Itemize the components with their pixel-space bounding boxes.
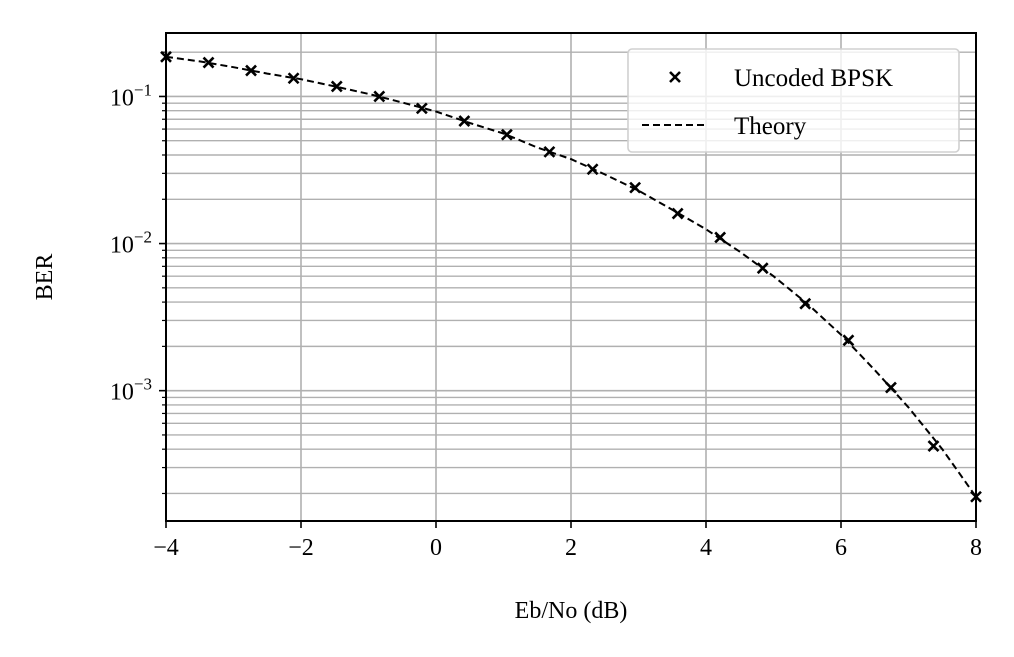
data-point	[586, 163, 599, 176]
theory-line	[165, 55, 977, 498]
data-point	[927, 440, 940, 452]
x-marker-stroke	[330, 80, 343, 93]
x-marker-stroke	[202, 56, 215, 69]
x-tick-label: −2	[288, 535, 314, 561]
x-tick-label: 0	[430, 535, 442, 561]
legend-marker-uncoded	[669, 71, 681, 83]
legend-label: Uncoded BPSK	[734, 65, 893, 92]
data-point	[885, 381, 897, 394]
x-marker-stroke	[458, 115, 471, 128]
series-layer	[160, 50, 982, 503]
x-marker-stroke	[756, 262, 769, 275]
x-marker-stroke	[586, 163, 599, 176]
x-marker-stroke	[245, 64, 257, 77]
x-marker-stroke	[543, 145, 556, 158]
y-tick-label: 10−3	[110, 375, 152, 406]
data-point	[799, 297, 812, 310]
data-point	[500, 128, 513, 141]
data-point	[629, 181, 642, 194]
x-marker-stroke	[671, 207, 684, 220]
x-tick-label: −4	[153, 535, 179, 561]
data-point	[458, 115, 471, 128]
legend-box	[627, 48, 960, 153]
x-tick-label: 4	[700, 535, 712, 561]
legend-label: Theory	[734, 113, 807, 140]
data-point	[415, 102, 428, 115]
x-tick-label: 8	[970, 535, 982, 561]
ticks: −4 −2 0 2 4 6 8 10−1 10−2 10−3	[110, 51, 982, 561]
x-marker-stroke	[842, 334, 855, 347]
data-point	[373, 90, 386, 103]
x-tick-label: 2	[565, 535, 577, 561]
data-point	[842, 334, 855, 347]
x-marker-stroke	[885, 381, 897, 394]
x-marker-stroke	[373, 90, 386, 103]
data-point	[330, 80, 343, 93]
x-axis-label: Eb/No (dB)	[515, 598, 628, 624]
data-point	[671, 207, 684, 220]
x-tick-label: 6	[835, 535, 847, 561]
data-point	[714, 231, 727, 244]
x-marker-stroke	[500, 128, 513, 141]
x-marker-stroke	[927, 440, 940, 452]
x-marker-stroke	[415, 102, 428, 115]
x-marker-stroke	[714, 231, 727, 244]
legend: Uncoded BPSK Theory	[627, 48, 960, 153]
data-point	[245, 64, 257, 77]
data-point	[756, 262, 769, 275]
data-point	[202, 56, 215, 69]
x-marker-stroke	[287, 72, 300, 85]
data-point	[543, 145, 556, 158]
x-marker-stroke	[799, 297, 812, 310]
y-axis-label: BER	[32, 254, 58, 301]
x-marker-stroke	[629, 181, 642, 194]
y-tick-label: 10−1	[110, 80, 152, 111]
y-tick-label: 10−2	[110, 228, 152, 259]
data-point	[287, 72, 300, 85]
